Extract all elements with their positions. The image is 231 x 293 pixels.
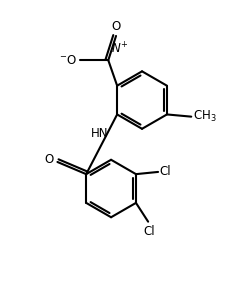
Text: HN: HN (91, 127, 108, 140)
Text: O: O (45, 153, 54, 166)
Text: CH$_3$: CH$_3$ (193, 109, 217, 124)
Text: $N^{+}$: $N^{+}$ (111, 42, 129, 57)
Text: $^{-}$O: $^{-}$O (59, 54, 77, 67)
Text: O: O (111, 20, 121, 33)
Text: Cl: Cl (143, 225, 155, 238)
Text: Cl: Cl (160, 166, 171, 178)
